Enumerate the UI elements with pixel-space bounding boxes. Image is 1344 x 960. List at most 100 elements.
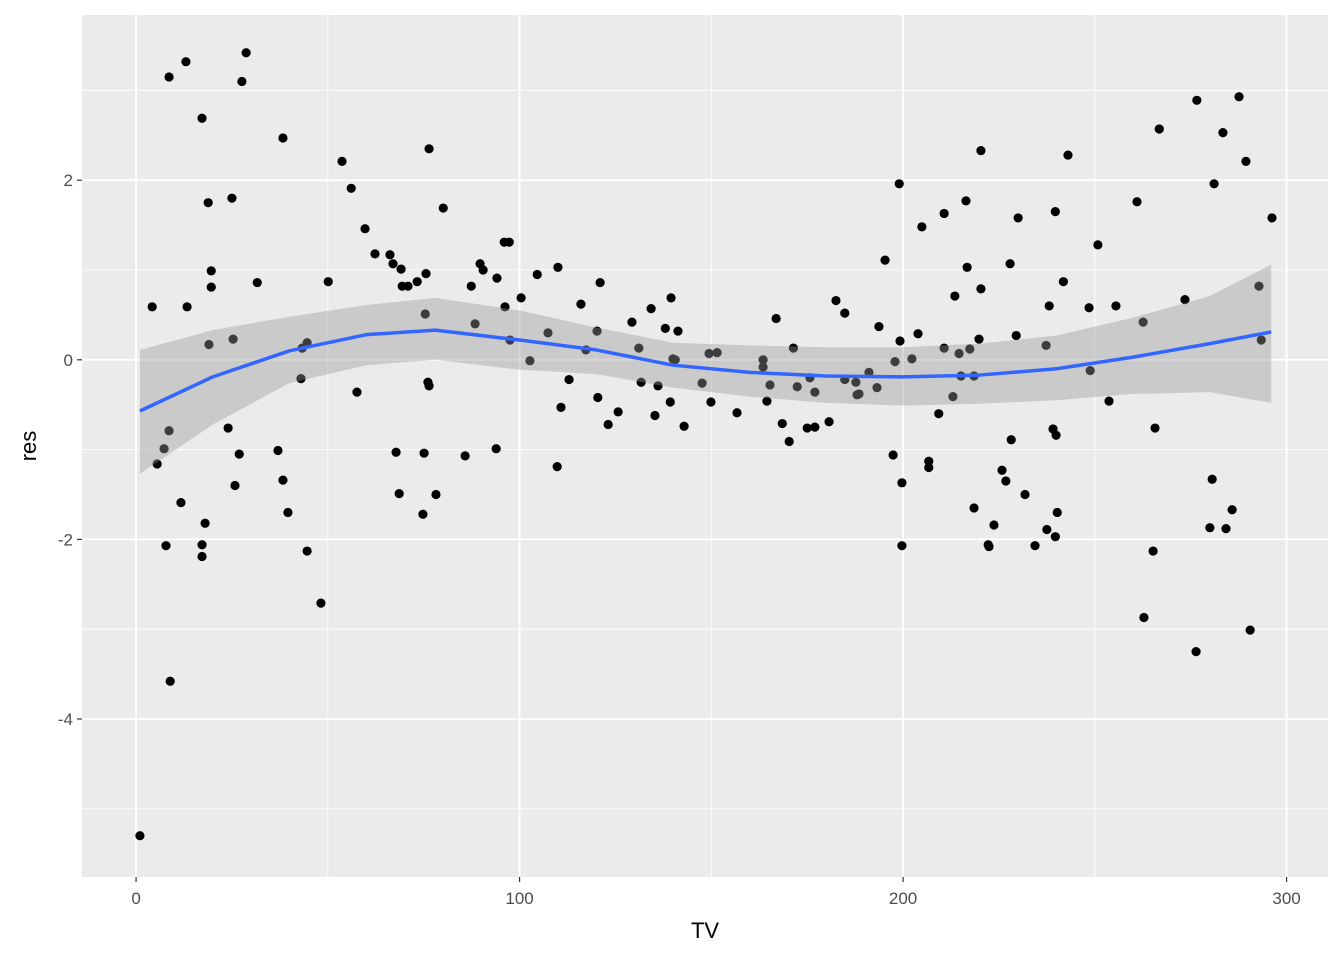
point [954, 348, 964, 359]
point [888, 450, 898, 460]
point [1227, 505, 1237, 515]
point [278, 133, 288, 143]
point [704, 348, 714, 359]
point [697, 378, 707, 388]
point [854, 389, 864, 399]
point [230, 480, 240, 491]
point [976, 145, 986, 156]
point [976, 284, 986, 294]
y-tick-label: 0 [64, 351, 73, 370]
point [420, 309, 430, 319]
point [421, 269, 431, 279]
point [679, 421, 689, 431]
point [1050, 207, 1060, 217]
y-axis-title: res [16, 431, 41, 462]
point [500, 302, 510, 312]
point [666, 293, 676, 303]
point [391, 447, 401, 457]
point [1150, 423, 1160, 433]
point [161, 541, 171, 551]
plot-layer [135, 48, 1277, 841]
point [223, 423, 233, 433]
point [939, 343, 949, 353]
point [1005, 259, 1015, 269]
point [660, 323, 670, 333]
point [627, 317, 637, 327]
point [206, 266, 216, 276]
grid [82, 15, 1328, 877]
point [564, 374, 574, 385]
point [346, 183, 356, 193]
point [864, 367, 874, 377]
point [525, 356, 535, 366]
smooth-line [139, 328, 1272, 413]
point [532, 269, 542, 280]
point [504, 237, 514, 247]
point [424, 381, 434, 391]
point [576, 299, 586, 309]
point [302, 546, 312, 556]
point [394, 488, 404, 499]
point [206, 282, 216, 292]
point [419, 448, 429, 458]
point [1148, 546, 1158, 556]
point [492, 273, 502, 283]
point [810, 387, 820, 397]
point [1104, 396, 1114, 406]
x-axis-title: TV [691, 918, 719, 943]
point [228, 334, 238, 344]
point [197, 540, 207, 550]
point [352, 387, 362, 397]
point [758, 355, 768, 365]
point [182, 302, 192, 312]
point [278, 475, 288, 485]
point [962, 262, 972, 272]
point [283, 507, 293, 518]
point [1093, 240, 1103, 250]
point [296, 374, 306, 384]
point [762, 396, 772, 406]
point [470, 319, 480, 329]
point [1011, 330, 1021, 341]
point [1052, 507, 1062, 518]
point [810, 422, 820, 432]
point [1139, 612, 1149, 623]
point [412, 277, 422, 287]
point [880, 255, 890, 265]
point [1192, 95, 1202, 105]
point [273, 445, 283, 456]
point [1180, 295, 1190, 305]
point [1218, 128, 1228, 138]
point [396, 264, 406, 274]
point [784, 436, 794, 447]
point [1085, 365, 1095, 376]
point [874, 321, 884, 332]
point [1044, 301, 1054, 311]
point [152, 459, 162, 469]
point [777, 418, 787, 429]
point [234, 449, 244, 459]
point [997, 465, 1007, 475]
y-tick-label: 2 [64, 171, 73, 190]
point [1154, 124, 1164, 134]
point [460, 451, 470, 461]
point [653, 381, 663, 391]
point [634, 343, 644, 353]
point [1267, 213, 1277, 223]
x-tick-label: 0 [131, 889, 140, 908]
x-tick-label: 200 [889, 889, 917, 908]
point [924, 462, 934, 473]
point [491, 444, 501, 454]
point [556, 402, 566, 412]
point [673, 326, 683, 336]
point [388, 259, 398, 269]
point [552, 462, 562, 472]
point [603, 419, 613, 430]
point [1111, 301, 1121, 311]
point [771, 313, 781, 324]
point [831, 295, 841, 306]
point [732, 408, 742, 418]
point [1006, 435, 1016, 445]
point [765, 380, 775, 390]
